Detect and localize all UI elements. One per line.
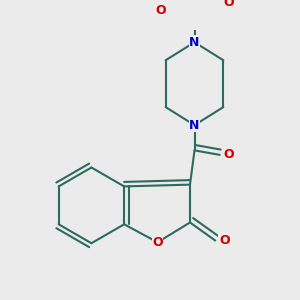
Text: N: N (189, 118, 200, 132)
Text: O: O (219, 234, 230, 247)
Text: O: O (224, 148, 234, 161)
Text: O: O (152, 236, 163, 249)
Text: O: O (224, 0, 234, 9)
Text: N: N (189, 36, 200, 49)
Text: O: O (155, 4, 166, 17)
